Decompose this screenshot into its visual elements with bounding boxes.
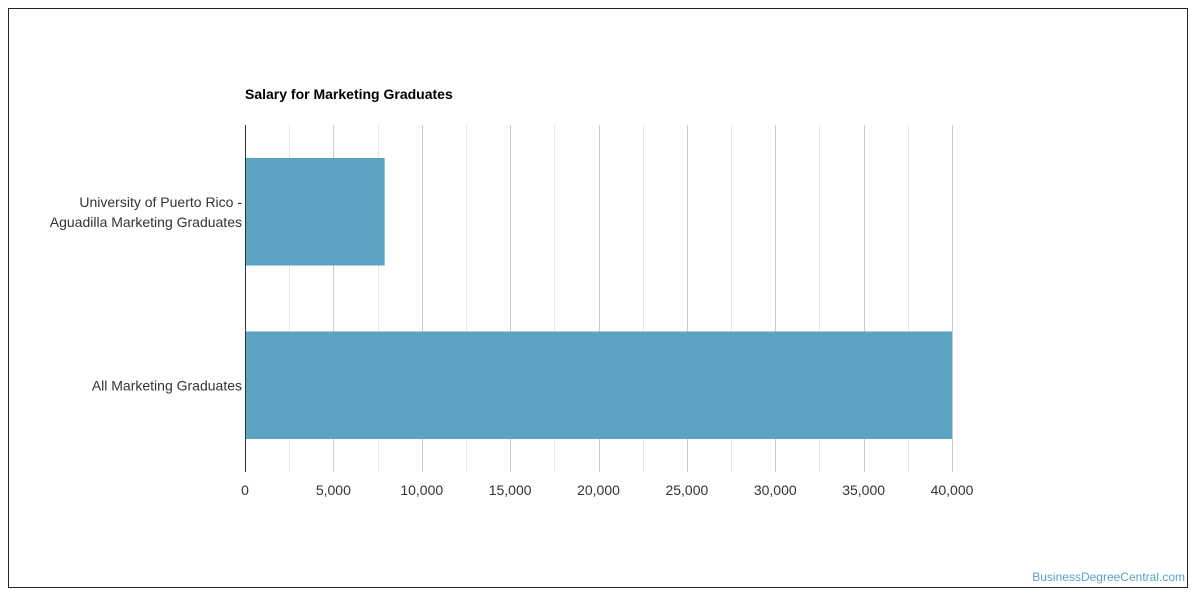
chart-frame xyxy=(8,8,1188,588)
x-tick-labels: 0 5,000 10,000 15,000 20,000 25,000 30,000 35,0… xyxy=(241,482,974,498)
x-tick-label: 10,000 xyxy=(400,482,443,498)
bars xyxy=(245,157,952,440)
category-labels: University of Puerto Rico -Aguadilla Mar… xyxy=(50,194,243,394)
x-tick-label: 30,000 xyxy=(754,482,797,498)
x-tick-label: 5,000 xyxy=(316,482,351,498)
x-tick-label: 35,000 xyxy=(842,482,885,498)
x-tick-label: 0 xyxy=(241,482,249,498)
category-label: University of Puerto Rico -Aguadilla Mar… xyxy=(50,194,243,230)
watermark: BusinessDegreeCentral.com xyxy=(1032,570,1185,584)
x-tick-label: 40,000 xyxy=(931,482,974,498)
category-label: All Marketing Graduates xyxy=(92,377,242,393)
chart-title: Salary for Marketing Graduates xyxy=(245,86,453,102)
x-tick-label: 25,000 xyxy=(665,482,708,498)
x-tick-label: 20,000 xyxy=(577,482,620,498)
bar xyxy=(245,331,952,440)
x-tick-label: 15,000 xyxy=(489,482,532,498)
bar xyxy=(245,157,385,266)
